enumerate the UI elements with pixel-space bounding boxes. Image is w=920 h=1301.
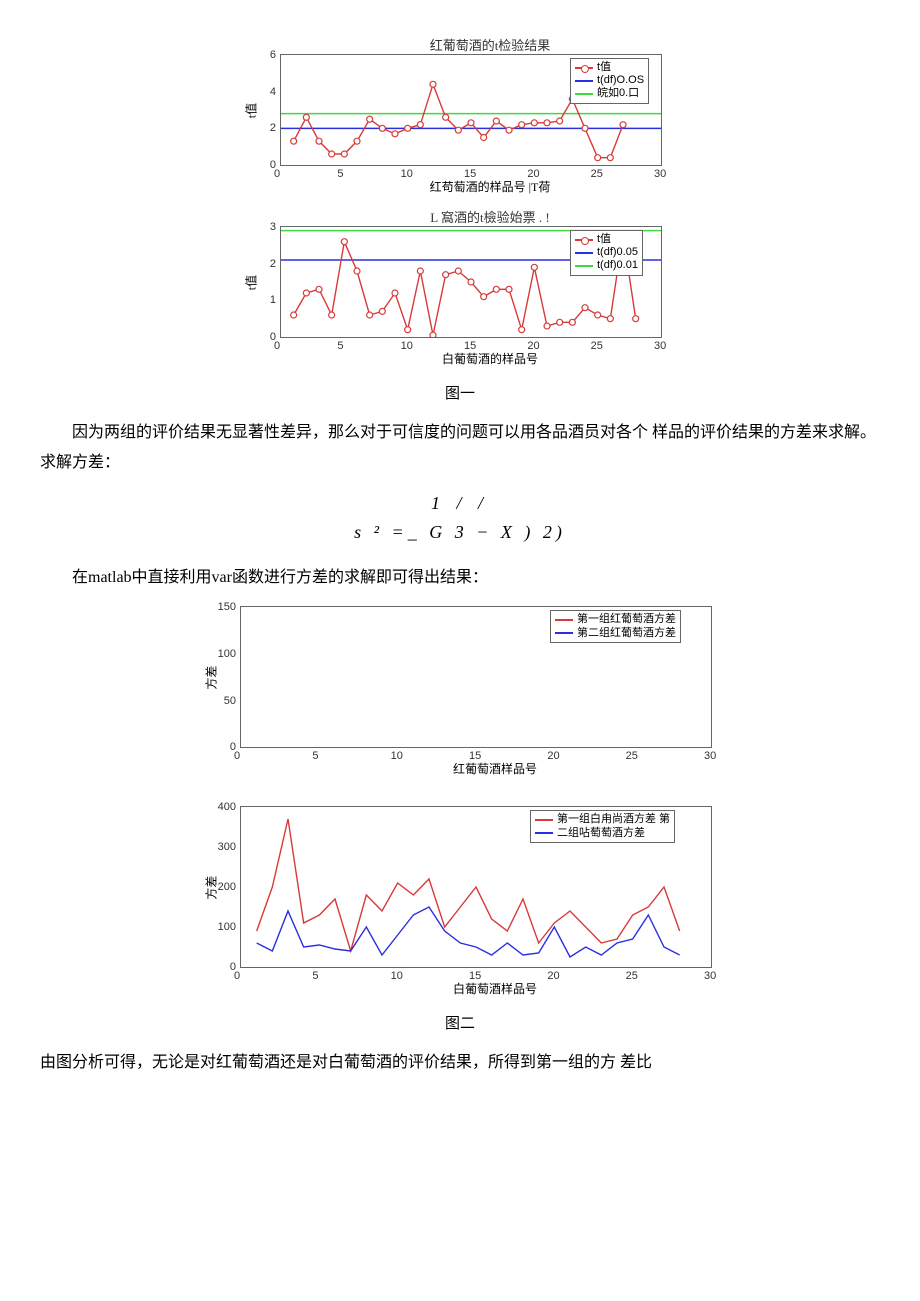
figure-2: 051015202530050100150方差红葡萄酒样品号第一组红葡萄酒方差第… xyxy=(180,596,740,1006)
variance-formula: 1 / / s ² =_ G 3 − X ) 2) xyxy=(40,489,880,547)
figure-2-container: 051015202530050100150方差红葡萄酒样品号第一组红葡萄酒方差第… xyxy=(40,596,880,1006)
figure-2-caption: 图二 xyxy=(40,1012,880,1036)
figure-1: 0510152025300246t值红苟萄酒的样品号 |T荷红葡萄酒的t检验结果… xyxy=(230,36,690,376)
paragraph-3: 在matlab中直接利用var函数进行方差的求解即可得出结果： xyxy=(40,565,880,591)
paragraph-4: 由图分析可得，无论是对红葡萄酒还是对白葡萄酒的评价结果，所得到第一组的方 差比 xyxy=(40,1050,880,1076)
paragraph-2-heading: 求解方差： xyxy=(40,450,880,476)
figure-1-caption: 图一 xyxy=(40,382,880,406)
figure-1-container: 0510152025300246t值红苟萄酒的样品号 |T荷红葡萄酒的t检验结果… xyxy=(40,36,880,376)
paragraph-1: 因为两组的评价结果无显著性差异，那么对于可信度的问题可以用各品酒员对各个 样品的… xyxy=(40,420,880,446)
